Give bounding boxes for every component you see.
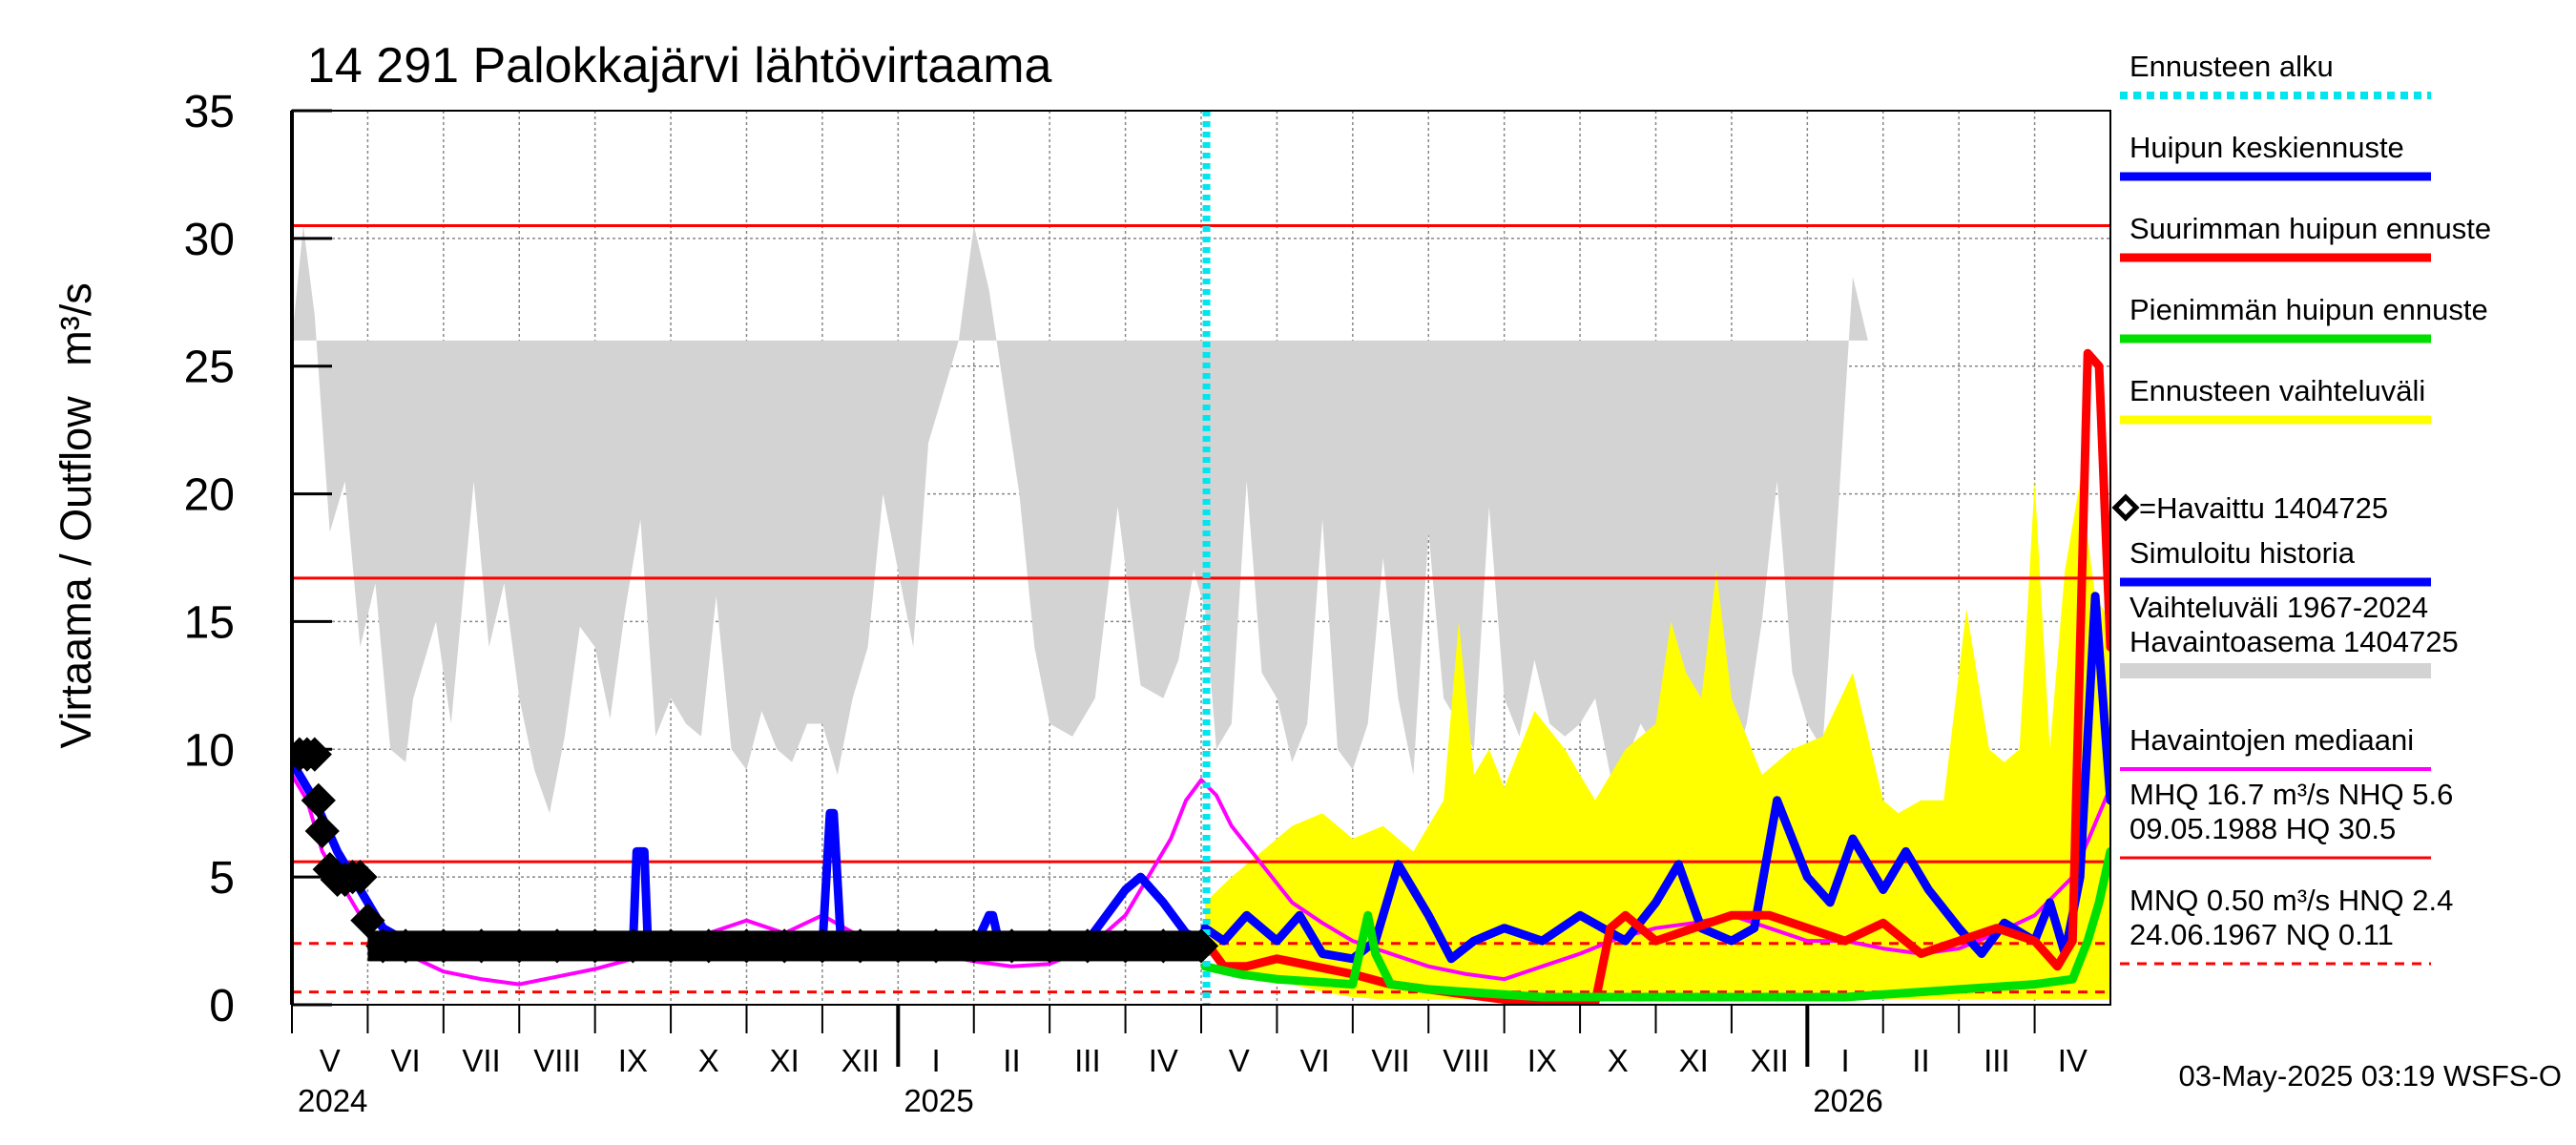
observed-point	[304, 813, 340, 849]
legend-label-line2: Havaintoasema 1404725	[2129, 625, 2459, 658]
line-pienimm-n-huipun-ennuste	[1200, 846, 2110, 1002]
month-label: II	[1003, 1043, 1020, 1078]
legend-label-line2: 24.06.1967 NQ 0.11	[2129, 918, 2394, 951]
legend-label: Huipun keskiennuste	[2129, 131, 2404, 164]
month-label: V	[1229, 1043, 1250, 1078]
month-label: XI	[1679, 1043, 1709, 1078]
footer-timestamp: 03-May-2025 03:19 WSFS-O	[2179, 1059, 2562, 1093]
month-label: II	[1912, 1043, 1929, 1078]
y-tick-label-5: 5	[209, 853, 235, 904]
month-label: IV	[1149, 1043, 1178, 1078]
y-tick-label-15: 15	[184, 597, 235, 648]
legend-label: Pienimmän huipun ennuste	[2129, 293, 2488, 326]
month-label: X	[1608, 1043, 1629, 1078]
legend: Ennusteen alku Huipun keskiennuste Suurimm…	[2111, 50, 2491, 966]
month-label: VI	[1300, 1043, 1330, 1078]
y-tick-label-20: 20	[184, 470, 235, 521]
month-label: IX	[1527, 1043, 1557, 1078]
legend-label-line1: MNQ 0.50 m³/s HNQ 2.4	[2129, 884, 2453, 917]
month-label: I	[931, 1043, 940, 1078]
month-label: VIII	[533, 1043, 581, 1078]
month-label: VI	[391, 1043, 421, 1078]
line-havaintojen-mediaani	[292, 773, 2110, 987]
observed-point	[343, 860, 378, 895]
legend-marker-diamond	[2111, 493, 2140, 522]
legend-label-line1: Vaihteluväli 1967-2024	[2129, 591, 2428, 624]
y-axis-label: Virtaama / Outflow	[52, 396, 100, 749]
month-label: XII	[1750, 1043, 1788, 1078]
month-label: X	[698, 1043, 719, 1078]
month-label: I	[1840, 1043, 1849, 1078]
legend-label: Havaintojen mediaani	[2129, 723, 2414, 757]
observed-markers	[292, 737, 1219, 964]
chart-title: 14 291 Palokkajärvi lähtövirtaama	[307, 38, 1052, 94]
year-label-2026: 2026	[1813, 1083, 1882, 1118]
month-label: IV	[2058, 1043, 2088, 1078]
reference-lines	[292, 223, 2110, 994]
observed-point	[301, 782, 336, 818]
legend-label: Simuloitu historia	[2129, 536, 2356, 570]
month-label: VII	[462, 1043, 500, 1078]
y-tick-label-30: 30	[184, 215, 235, 265]
legend-label: Suurimman huipun ennuste	[2129, 212, 2491, 245]
year-label-2025: 2025	[904, 1083, 973, 1118]
band-ennusteen-vaihteluv-li	[1205, 481, 2110, 1000]
month-label: VII	[1371, 1043, 1409, 1078]
month-label: IX	[618, 1043, 648, 1078]
legend-label-line2: 09.05.1988 HQ 30.5	[2129, 812, 2396, 845]
legend-label-line1: MHQ 16.7 m³/s NHQ 5.6	[2129, 778, 2453, 811]
y-tick-label-10: 10	[184, 725, 235, 776]
month-label: III	[1074, 1043, 1101, 1078]
month-label: V	[320, 1043, 341, 1078]
band-vaihteluv-li-1967-2024-havaintoasema-1404725	[292, 225, 1868, 814]
month-label: VIII	[1443, 1043, 1490, 1078]
month-label: III	[1984, 1043, 2010, 1078]
legend-label-observed: =Havaittu 1404725	[2139, 491, 2388, 525]
bands	[292, 225, 2110, 1000]
observed-dense-band	[367, 930, 1202, 962]
y-tick-label-25: 25	[184, 343, 235, 393]
legend-label: Ennusteen alku	[2129, 50, 2334, 83]
year-label-2024: 2024	[298, 1083, 367, 1118]
legend-label: Ennusteen vaihteluväli	[2129, 374, 2425, 407]
month-label: XII	[841, 1043, 879, 1078]
month-label: XI	[770, 1043, 800, 1078]
y-tick-label-35: 35	[184, 87, 235, 137]
y-axis-unit: m³/s	[52, 282, 100, 365]
y-tick-label-0: 0	[209, 981, 235, 1031]
